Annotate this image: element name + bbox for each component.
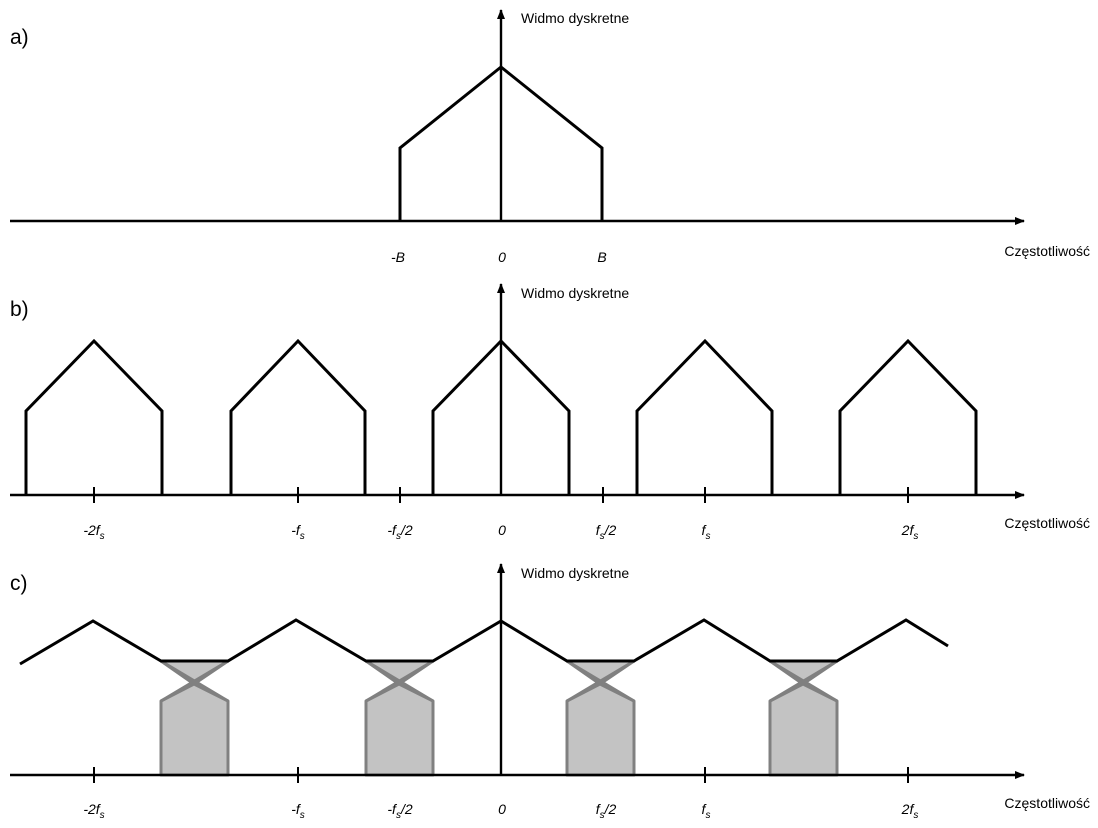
tick-label-zero: 0 xyxy=(498,249,506,265)
tick-label-minus-fs: -fs xyxy=(291,801,305,821)
panel-a: a) Widmo dyskretne Częstotliwość -B 0 B xyxy=(10,9,1090,265)
panel-c-overlapping-spectrum xyxy=(19,618,949,666)
svg-text:fs/2: fs/2 xyxy=(596,522,617,542)
tick-label-minus-fs-half: -fs/2 xyxy=(387,522,412,542)
svg-text:0: 0 xyxy=(498,249,506,265)
svg-text:-B: -B xyxy=(391,249,405,265)
tick-label-fs-half: fs/2 xyxy=(596,522,617,542)
tick-label-fs: fs xyxy=(702,801,711,821)
panel-b-tick-marks xyxy=(93,487,909,503)
panel-b-replica-zero xyxy=(431,338,571,495)
svg-text:-2fs: -2fs xyxy=(83,801,104,821)
tick-label-zero: 0 xyxy=(498,522,506,538)
svg-text:-fs/2: -fs/2 xyxy=(387,522,412,542)
tick-label-fs-half: fs/2 xyxy=(596,801,617,821)
svg-text:0: 0 xyxy=(498,522,506,538)
svg-text:-fs/2: -fs/2 xyxy=(387,801,412,821)
panel-a-y-title: Widmo dyskretne xyxy=(521,10,629,26)
svg-text:-2fs: -2fs xyxy=(83,522,104,542)
panel-c-tick-marks xyxy=(93,767,909,783)
svg-text:0: 0 xyxy=(498,801,506,817)
panel-c-y-title: Widmo dyskretne xyxy=(521,565,629,581)
tick-label-minus-2fs: -2fs xyxy=(83,801,104,821)
tick-label-2fs: 2fs xyxy=(901,801,919,821)
panel-b-y-title: Widmo dyskretne xyxy=(521,285,629,301)
panel-b-replica-minus-2fs xyxy=(24,338,164,495)
panel-c-label: c) xyxy=(10,572,28,595)
tick-label-fs: fs xyxy=(702,522,711,542)
svg-text:2fs: 2fs xyxy=(901,522,919,542)
svg-text:fs: fs xyxy=(702,522,711,542)
tick-label-zero: 0 xyxy=(498,801,506,817)
panel-c: c) xyxy=(10,563,1090,821)
tick-label-minus-2fs: -2fs xyxy=(83,522,104,542)
tick-label-minus-B: -B xyxy=(391,249,405,265)
tick-label-B: B xyxy=(597,249,606,265)
svg-text:-fs: -fs xyxy=(291,801,305,821)
svg-text:fs/2: fs/2 xyxy=(596,801,617,821)
aliasing-region-1 xyxy=(159,659,230,777)
svg-text:-fs: -fs xyxy=(291,522,305,542)
panel-a-label: a) xyxy=(10,26,29,49)
panel-c-x-title: Częstotliwość xyxy=(1004,795,1090,811)
panel-b-x-title: Częstotliwość xyxy=(1004,515,1090,531)
panel-b-replica-minus-fs xyxy=(229,338,367,495)
svg-text:B: B xyxy=(597,249,606,265)
tick-label-2fs: 2fs xyxy=(901,522,919,542)
panel-b-label: b) xyxy=(10,298,29,321)
tick-label-minus-fs-half: -fs/2 xyxy=(387,801,412,821)
panel-b-replica-fs xyxy=(635,338,774,495)
panel-b: b) Widmo dyskretne Częstotliwość -2fs -f… xyxy=(10,283,1090,542)
aliasing-region-2 xyxy=(364,659,435,777)
svg-text:2fs: 2fs xyxy=(901,801,919,821)
panel-b-replica-2fs xyxy=(838,338,978,495)
svg-text:fs: fs xyxy=(702,801,711,821)
tick-label-minus-fs: -fs xyxy=(291,522,305,542)
panel-a-baseband-spectrum xyxy=(398,65,604,221)
aliasing-region-3 xyxy=(565,659,636,777)
aliasing-region-4 xyxy=(768,659,839,777)
aliasing-overlap-regions xyxy=(159,659,839,777)
panel-a-x-title: Częstotliwość xyxy=(1004,243,1090,259)
